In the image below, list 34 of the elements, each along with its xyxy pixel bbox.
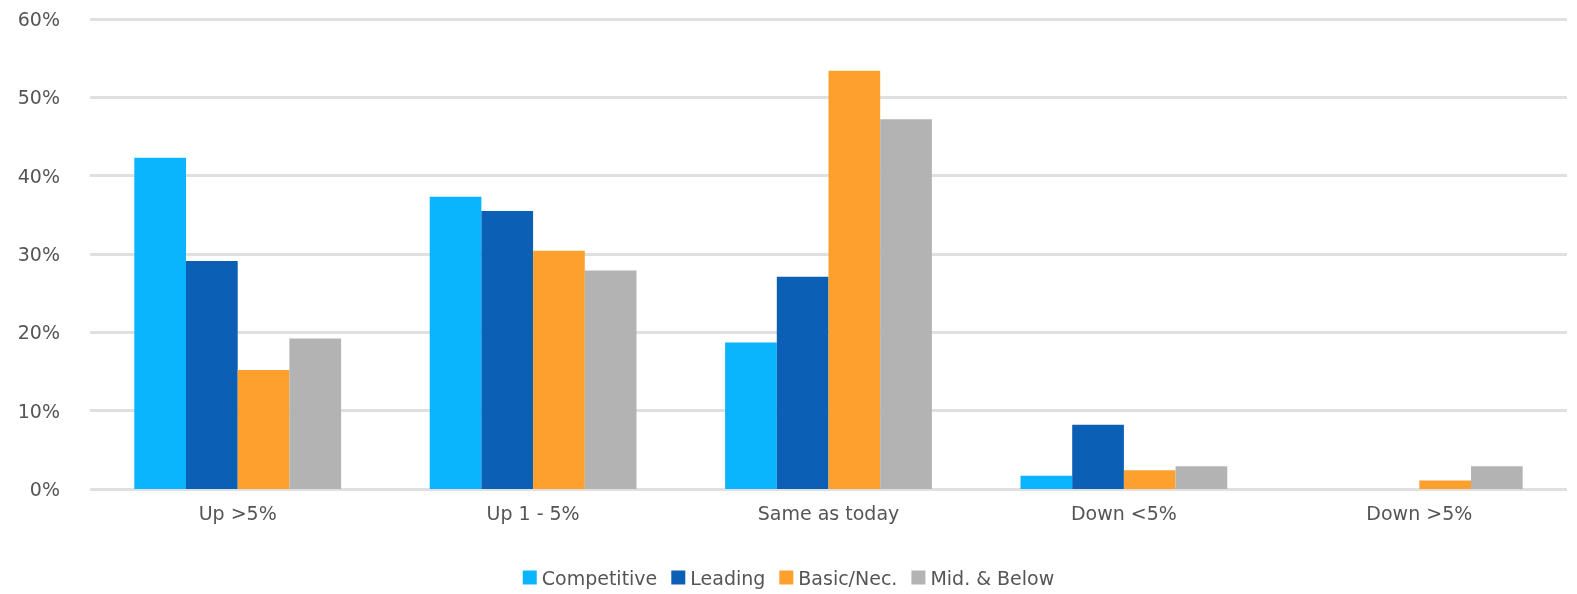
x-tick-label: Down <5% (1070, 501, 1177, 524)
bar (1175, 466, 1228, 489)
x-tick-label: Down >5% (1366, 501, 1473, 524)
bar (725, 342, 777, 489)
y-tick-label: 0% (29, 478, 60, 500)
y-tick-label: 50% (17, 86, 60, 109)
bar (828, 70, 881, 489)
bar (880, 119, 932, 489)
bar (776, 276, 829, 489)
y-tick-label: 60% (17, 8, 60, 30)
y-tick-label: 40% (17, 164, 60, 187)
x-tick-label: Same as today (757, 501, 900, 524)
bar (481, 210, 534, 489)
legend-label: Basic/Nec. (798, 566, 898, 589)
bar (134, 157, 187, 489)
legend-label: Mid. & Below (930, 566, 1055, 589)
bar (1072, 424, 1124, 489)
bar (237, 369, 290, 489)
y-tick-label: 20% (17, 321, 60, 344)
bar (1020, 475, 1073, 489)
bar (1419, 480, 1471, 489)
bar (289, 338, 342, 489)
y-tick-label: 10% (17, 399, 60, 422)
bar (1123, 470, 1176, 489)
bar (533, 250, 585, 489)
legend-label: Leading (690, 566, 766, 589)
bar (1471, 466, 1523, 489)
x-tick-label: Up 1 - 5% (486, 501, 580, 524)
bar (429, 196, 482, 489)
x-tick-label: Up >5% (198, 501, 277, 524)
y-tick-label: 30% (17, 243, 60, 265)
legend-label: Competitive (541, 566, 658, 589)
bar (186, 261, 238, 489)
bar (584, 270, 637, 489)
